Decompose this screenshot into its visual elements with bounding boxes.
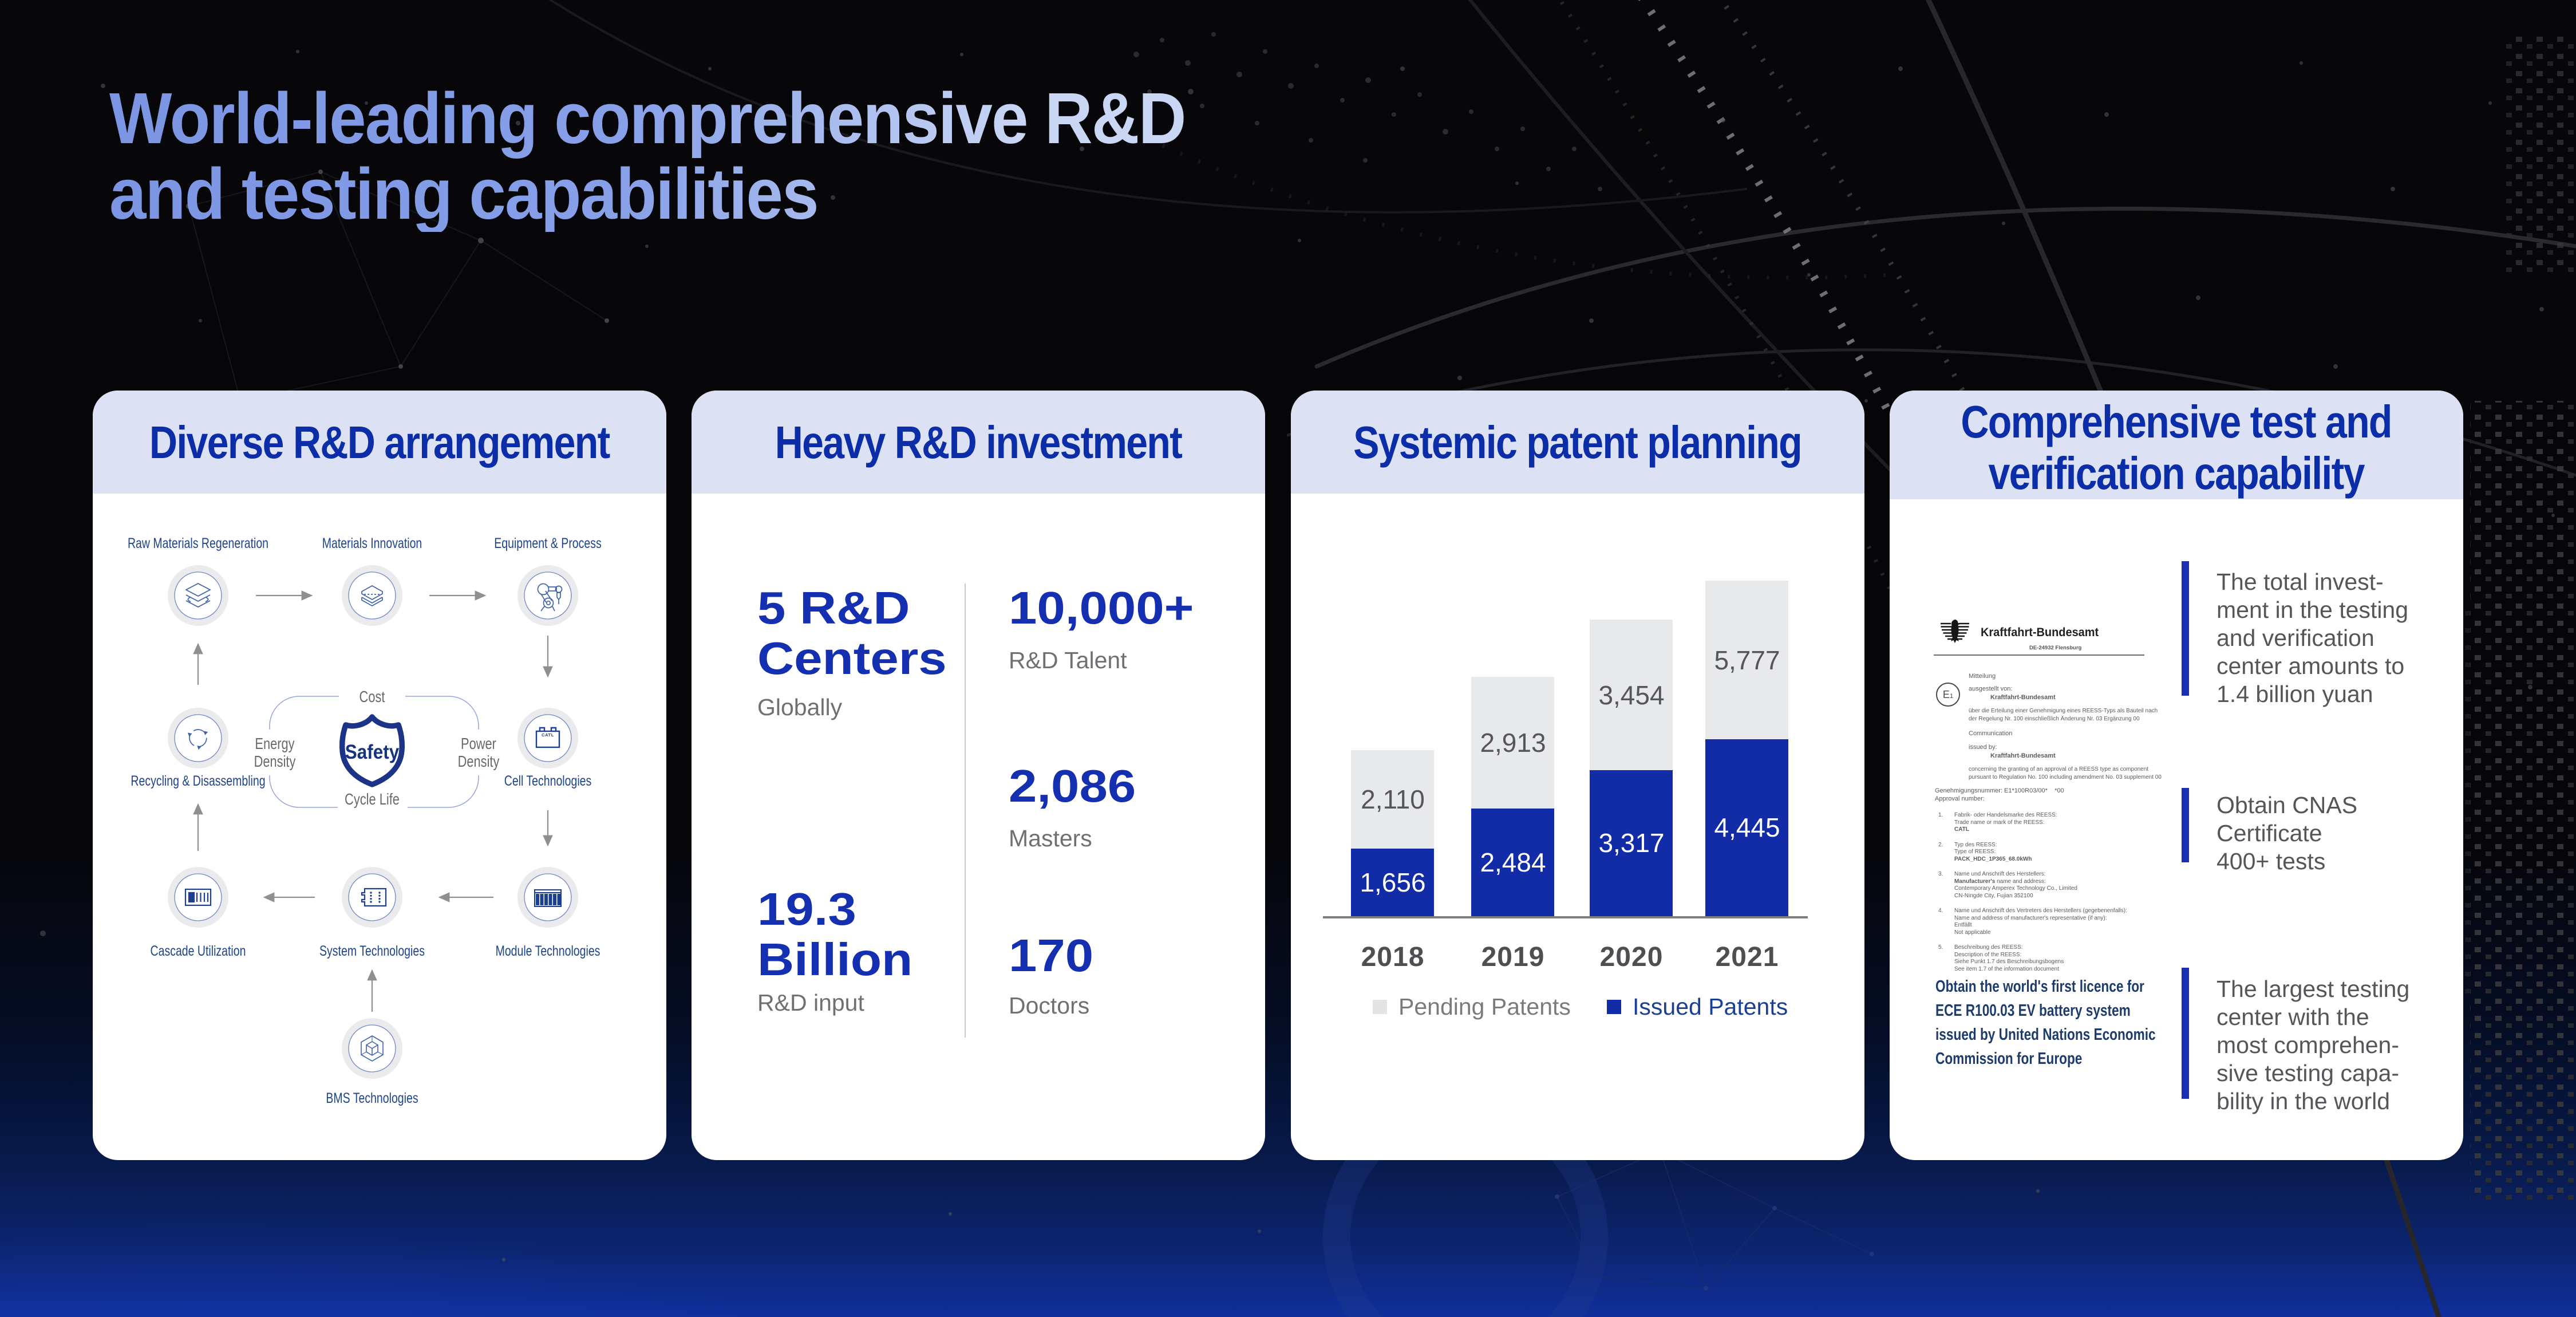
- svg-text:Safety: Safety: [345, 742, 400, 764]
